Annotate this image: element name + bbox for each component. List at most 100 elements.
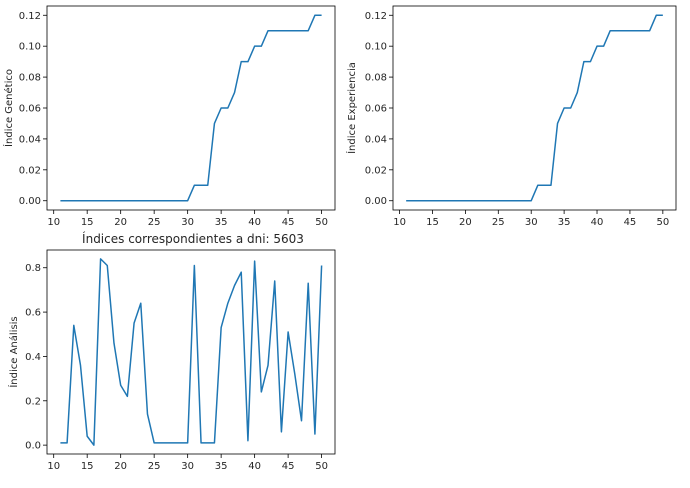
data-point: [261, 46, 262, 47]
data-point: [87, 436, 88, 437]
data-point: [432, 200, 433, 201]
x-tick-label: 30: [181, 461, 194, 472]
x-tick-label: 35: [558, 217, 571, 228]
data-point: [564, 107, 565, 108]
data-point: [100, 200, 101, 201]
data-point: [412, 200, 413, 201]
data-point: [93, 200, 94, 201]
y-tick-label: 0.8: [25, 263, 41, 274]
data-point: [656, 15, 657, 16]
data-point: [147, 413, 148, 414]
data-point: [425, 200, 426, 201]
data-point: [93, 445, 94, 446]
data-point: [308, 283, 309, 284]
data-point: [187, 200, 188, 201]
y-tick-label: 0.02: [19, 165, 41, 176]
x-tick-label: 20: [459, 217, 472, 228]
x-tick-label: 10: [47, 217, 60, 228]
y-tick-label: 0.06: [365, 104, 387, 115]
y-tick-label: 0.10: [365, 42, 387, 53]
data-point: [174, 200, 175, 201]
data-point: [445, 200, 446, 201]
x-tick-label: 30: [525, 217, 538, 228]
data-point: [636, 30, 637, 31]
data-point: [214, 442, 215, 443]
data-point: [80, 365, 81, 366]
data-point: [596, 46, 597, 47]
x-tick-label: 50: [315, 217, 328, 228]
data-point: [590, 61, 591, 62]
data-point: [66, 200, 67, 201]
figure-title: Índices correspondientes a dni: 5603: [82, 231, 304, 246]
x-tick-label: 25: [148, 461, 161, 472]
data-point: [147, 200, 148, 201]
y-tick-label: 0.12: [19, 11, 41, 22]
y-axis-label: Índice Genético: [2, 69, 15, 147]
data-point: [294, 30, 295, 31]
x-tick-label: 35: [215, 461, 228, 472]
data-point: [60, 200, 61, 201]
data-point: [438, 200, 439, 201]
y-tick-label: 0.08: [365, 73, 387, 84]
data-point: [577, 92, 578, 93]
data-point: [241, 61, 242, 62]
x-tick-label: 45: [624, 217, 637, 228]
x-tick-label: 20: [114, 217, 127, 228]
data-point: [120, 385, 121, 386]
data-point: [314, 433, 315, 434]
x-tick-label: 45: [282, 461, 295, 472]
data-point: [478, 200, 479, 201]
data-point: [154, 200, 155, 201]
x-tick-label: 40: [248, 461, 261, 472]
data-point: [314, 15, 315, 16]
x-tick-label: 25: [148, 217, 161, 228]
y-axis-label: Índice Análisis: [7, 316, 20, 387]
data-point: [511, 200, 512, 201]
y-tick-label: 0.02: [365, 165, 387, 176]
subplot-1: 10 15 20 25 30 35 40 45 50 0.00 0.02 0.04 0.06 0.08 0.…: [2, 5, 336, 228]
data-point: [194, 265, 195, 266]
data-point: [524, 200, 525, 201]
data-point: [247, 440, 248, 441]
data-point: [321, 15, 322, 16]
subplot-3: 10 15 20 25 30 35 40 45 50 0.0 0.2 0.4 0.6 0.8 Índice …: [7, 249, 336, 472]
data-point: [66, 442, 67, 443]
axes-frame: [392, 5, 677, 211]
data-point: [471, 200, 472, 201]
data-point: [207, 185, 208, 186]
data-point: [234, 285, 235, 286]
data-point: [60, 442, 61, 443]
data-point: [498, 200, 499, 201]
data-point: [254, 46, 255, 47]
data-point: [610, 30, 611, 31]
data-point: [294, 374, 295, 375]
x-tick-label: 35: [215, 217, 228, 228]
data-point: [234, 92, 235, 93]
data-point: [491, 200, 492, 201]
data-point: [73, 200, 74, 201]
data-point: [281, 431, 282, 432]
data-point: [247, 61, 248, 62]
data-point: [570, 107, 571, 108]
y-tick-label: 0.04: [19, 134, 41, 145]
data-point: [274, 30, 275, 31]
y-tick-label: 0.6: [25, 308, 41, 319]
data-point: [288, 30, 289, 31]
y-axis-label: Índice Experiencia: [345, 62, 358, 154]
data-point: [200, 185, 201, 186]
data-point: [642, 30, 643, 31]
y-tick-label: 0.04: [365, 134, 387, 145]
x-tick-label: 40: [248, 217, 261, 228]
x-tick-label: 15: [81, 461, 94, 472]
data-point: [288, 331, 289, 332]
data-point: [207, 442, 208, 443]
data-point: [452, 200, 453, 201]
x-tick-label: 25: [492, 217, 505, 228]
data-point: [623, 30, 624, 31]
y-tick-label: 0.00: [365, 196, 387, 207]
data-point: [274, 280, 275, 281]
data-point: [603, 46, 604, 47]
data-point: [140, 200, 141, 201]
x-tick-label: 45: [282, 217, 295, 228]
data-point: [87, 200, 88, 201]
